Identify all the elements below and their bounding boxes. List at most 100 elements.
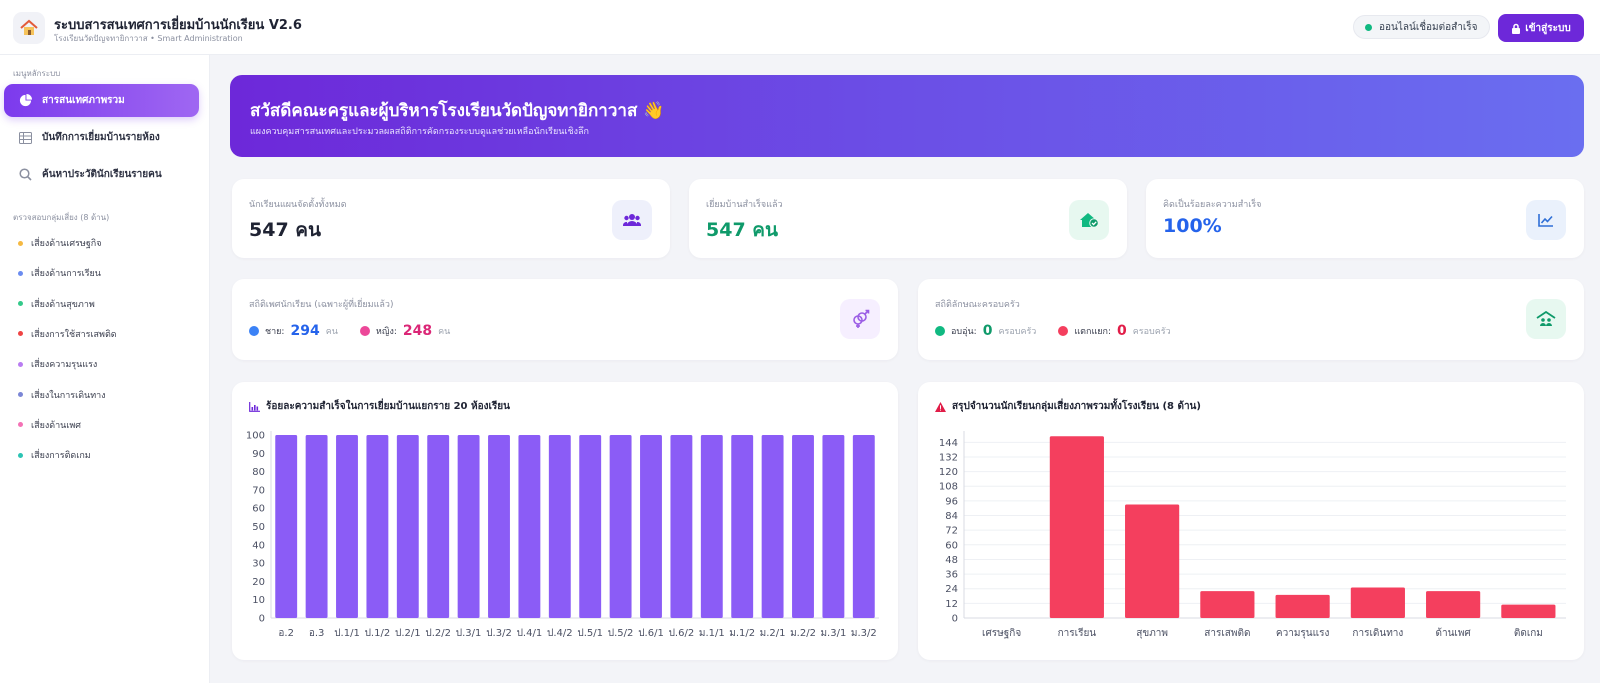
bar [609, 435, 632, 618]
gender-values-row: ชาย: 294 คน หญิง: 248 คน [249, 323, 472, 339]
x-tick-label: ด้านเพศ [1435, 627, 1471, 639]
y-tick-label: 80 [252, 467, 265, 478]
banner-subtitle: แผงควบคุมสารสนเทศและประมวลผลสถิติการคัดก… [250, 127, 589, 137]
x-tick-label: ป.1/1 [334, 628, 360, 639]
x-tick-label: ป.1/2 [365, 628, 391, 639]
sidebar-risk-item[interactable]: เสี่ยงการใช้สารเสพติด [18, 327, 117, 341]
sidebar-risk-item[interactable]: เสี่ยงด้านเศรษฐกิจ [18, 236, 102, 250]
sidebar-risk-item[interactable]: เสี่ยงด้านการเรียน [18, 266, 101, 280]
bar [396, 435, 419, 618]
stat-label: คิดเป็นร้อยละความสำเร็จ [1163, 200, 1262, 210]
sidebar-item-overview[interactable]: สารสนเทศภาพรวม [4, 84, 199, 117]
bar [275, 435, 298, 618]
male-unit: คน [325, 327, 338, 337]
sidebar-risk-item[interactable]: เสี่ยงการติดเกม [18, 448, 91, 462]
stat-value: 547 คน [706, 219, 778, 241]
sidebar-risk-item[interactable]: เสี่ยงในการเดินทาง [18, 388, 106, 402]
y-tick-label: 60 [252, 504, 265, 515]
broken-count: 0 [1117, 323, 1127, 339]
y-tick-label: 12 [945, 599, 958, 610]
x-tick-label: ป.2/2 [425, 628, 451, 639]
top-bar: ระบบสารสนเทศการเยี่ยมบ้านนักเรียน V2.6 โ… [0, 0, 1600, 55]
bar [1275, 594, 1330, 618]
x-tick-label: ป.6/2 [669, 628, 695, 639]
risk-dot-icon [18, 422, 23, 428]
risk-dot-icon [18, 331, 23, 337]
risk-item-label: เสี่ยงด้านสุขภาพ [31, 299, 95, 310]
sidebar-risk-item[interactable]: เสี่ยงความรุนแรง [18, 357, 97, 371]
bar [579, 435, 602, 618]
risk-item-label: เสี่ยงด้านเศรษฐกิจ [31, 239, 102, 249]
family-house-icon [1526, 299, 1566, 339]
y-tick-label: 0 [952, 614, 958, 625]
x-tick-label: ป.4/1 [517, 628, 543, 639]
risk-item-label: เสี่ยงด้านการเรียน [31, 269, 101, 280]
banner-title: สวัสดีคณะครูและผู้บริหารโรงเรียนวัดปัญจท… [250, 101, 665, 121]
bar [670, 435, 693, 618]
y-tick-label: 40 [252, 540, 265, 551]
login-button[interactable]: เข้าสู่ระบบ [1498, 14, 1584, 42]
y-tick-label: 120 [939, 467, 958, 478]
risk-item-label: เสี่ยงในการเดินทาง [31, 390, 106, 401]
house-logo-icon [20, 19, 38, 35]
male-label: ชาย: [265, 327, 285, 337]
stat-label: เยี่ยมบ้านสำเร็จแล้ว [706, 200, 783, 210]
sidebar-item-visit-records[interactable]: บันทึกการเยี่ยมบ้านรายห้อง [4, 121, 199, 154]
bar [731, 435, 754, 618]
bar [792, 435, 814, 618]
x-tick-label: ม.3/2 [851, 628, 877, 639]
y-tick-label: 30 [252, 559, 265, 570]
chart-title: ร้อยละความสำเร็จในการเยี่ยมบ้านแยกราย 20… [249, 399, 510, 414]
stat-card-visited: เยี่ยมบ้านสำเร็จแล้ว 547 คน [689, 179, 1127, 258]
y-tick-label: 108 [939, 482, 958, 493]
school-logo [13, 12, 45, 44]
gender-stats-card: สถิติเพศนักเรียน (เฉพาะผู้ที่เยี่ยมแล้ว)… [232, 279, 898, 360]
bar [457, 435, 480, 618]
bar [700, 435, 723, 618]
y-tick-label: 24 [945, 584, 958, 595]
risk-summary-bar-chart: 0 12 24 36 48 60 72 84 96 108 120 132 144 เศรษฐกิจ การ… [939, 431, 1566, 639]
broken-dot-icon [1058, 326, 1069, 336]
chart-title-text: ร้อยละความสำเร็จในการเยี่ยมบ้านแยกราย 20… [266, 401, 510, 412]
x-tick-label: เศรษฐกิจ [982, 628, 1021, 639]
house-check-icon [1069, 200, 1109, 240]
risk-groups-heading: ตรวจสอบกลุ่มเสี่ยง (8 ด้าน) [13, 213, 110, 222]
x-tick-label: ป.3/2 [486, 628, 512, 639]
bar [1049, 436, 1104, 618]
family-stats-card: สถิติลักษณะครอบครัว อบอุ่น: 0 ครอบครัว แ… [918, 279, 1584, 360]
bar [305, 435, 328, 618]
x-tick-label: ป.5/1 [577, 628, 603, 639]
y-tick-label: 36 [945, 570, 958, 581]
y-tick-label: 72 [945, 526, 958, 537]
bar [366, 435, 389, 618]
y-tick-label: 60 [945, 540, 958, 551]
sidebar-item-label: ค้นหาประวัตินักเรียนรายคน [42, 169, 162, 180]
x-tick-label: ป.6/1 [638, 628, 664, 639]
risk-item-label: เสี่ยงความรุนแรง [31, 360, 98, 371]
bar [548, 435, 571, 618]
y-tick-label: 48 [945, 555, 958, 566]
y-tick-label: 70 [252, 485, 265, 496]
x-tick-label: ม.1/1 [699, 628, 725, 639]
y-tick-label: 90 [252, 449, 265, 460]
table-icon [18, 131, 32, 145]
sidebar-risk-item[interactable]: เสี่ยงด้านสุขภาพ [18, 297, 95, 311]
risk-dot-icon [18, 301, 23, 307]
trend-chart-icon [1526, 200, 1566, 240]
sidebar-item-student-search[interactable]: ค้นหาประวัตินักเรียนรายคน [4, 158, 199, 191]
app-subtitle: โรงเรียนวัดปัญจทายิกาวาส • Smart Adminis… [54, 34, 243, 43]
sidebar-risk-item[interactable]: เสี่ยงด้านเพศ [18, 418, 81, 432]
welcome-banner: สวัสดีคณะครูและผู้บริหารโรงเรียนวัดปัญจท… [230, 75, 1584, 157]
bar [336, 435, 358, 618]
status-dot-icon [1365, 23, 1372, 31]
x-tick-label: การเรียน [1058, 627, 1097, 639]
female-unit: คน [438, 327, 451, 337]
warning-icon [935, 401, 946, 412]
female-dot-icon [359, 326, 370, 336]
bar [761, 435, 784, 618]
x-tick-label: ป.5/2 [608, 628, 634, 639]
bar [1426, 591, 1481, 618]
x-tick-label: อ.2 [278, 628, 294, 639]
family-stats-label: สถิติลักษณะครอบครัว [935, 300, 1020, 310]
stat-label: นักเรียนแผนจัดตั้งทั้งหมด [249, 200, 347, 210]
